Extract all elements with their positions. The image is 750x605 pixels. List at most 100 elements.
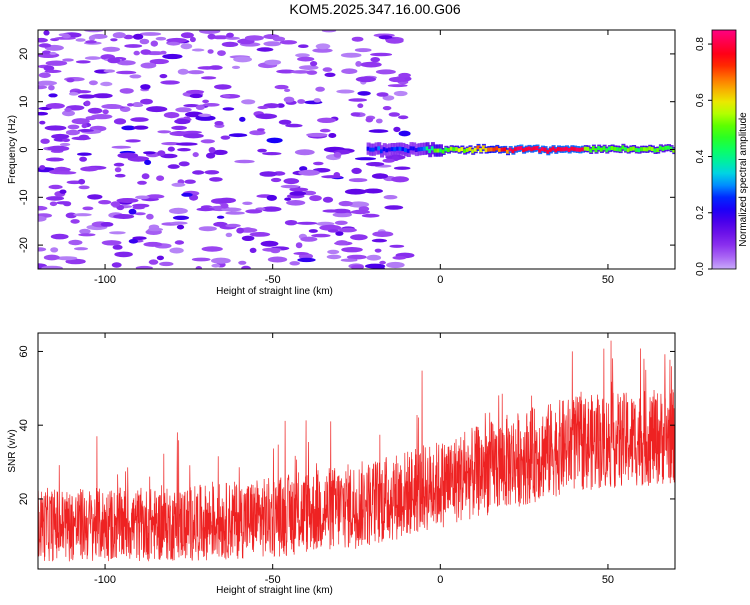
noise-blob — [317, 117, 336, 124]
carrier-segment — [498, 148, 502, 153]
noise-blob — [272, 36, 286, 42]
noise-blob — [207, 49, 214, 54]
noise-blob — [167, 164, 180, 169]
noise-blob — [321, 175, 343, 179]
colorbar-ticks: 0.0 0.2 0.4 0.6 0.8 — [695, 37, 712, 276]
noise-blob — [67, 124, 80, 130]
noise-blob — [130, 117, 149, 122]
noise-blob — [375, 69, 396, 75]
carrier-segment — [581, 147, 585, 152]
noise-blob — [77, 152, 92, 156]
noise-blob — [289, 261, 301, 266]
spectrogram-y-label: Frequency (Hz) — [7, 115, 18, 184]
noise-blob — [283, 178, 300, 185]
noise-blob — [172, 215, 190, 220]
carrier-segment — [578, 147, 582, 152]
noise-blob — [202, 99, 210, 104]
noise-blob — [123, 34, 134, 40]
noise-blob — [241, 235, 255, 241]
carrier-segment — [610, 146, 615, 150]
noise-blob — [98, 200, 112, 205]
noise-blob — [350, 234, 368, 241]
noise-blob — [335, 240, 349, 246]
x-tick-label: 50 — [602, 274, 614, 286]
noise-blob — [140, 49, 152, 55]
noise-blob — [348, 201, 370, 208]
noise-blob — [168, 207, 188, 214]
noise-blob — [260, 206, 282, 212]
noise-blob — [40, 138, 50, 144]
noise-blob — [156, 255, 164, 261]
carrier-segment — [455, 147, 459, 152]
noise-blob — [135, 195, 150, 200]
x-tick-label: -100 — [94, 274, 116, 286]
noise-blob — [286, 200, 306, 206]
noise-blob — [221, 41, 239, 48]
noise-blob — [132, 206, 145, 210]
noise-blob — [55, 171, 77, 175]
noise-blob — [335, 231, 344, 236]
noise-blob — [351, 36, 364, 42]
y-tick-label: 20 — [18, 493, 30, 505]
carrier-segment — [428, 149, 432, 153]
noise-blob — [257, 128, 265, 132]
noise-blob — [242, 201, 253, 205]
carrier-segment — [640, 147, 644, 152]
carrier-segment — [667, 145, 671, 150]
noise-blob — [44, 125, 67, 131]
noise-blob — [249, 232, 271, 237]
noise-blob — [398, 72, 411, 78]
noise-blob — [309, 195, 322, 202]
carrier-segment — [607, 146, 612, 151]
carrier-segment — [489, 147, 494, 152]
carrier-segment — [465, 148, 470, 152]
noise-blob — [312, 48, 333, 53]
noise-blob — [295, 242, 303, 249]
noise-blob — [192, 170, 205, 175]
noise-blob — [368, 129, 389, 133]
noise-blob — [49, 51, 57, 55]
noise-blob — [125, 139, 141, 143]
x-tick-label: -100 — [94, 574, 116, 586]
noise-blob — [375, 118, 383, 124]
carrier-segment — [519, 146, 523, 151]
noise-blob — [78, 185, 90, 190]
noise-blob — [44, 69, 62, 73]
noise-blob — [328, 133, 337, 138]
noise-blob — [163, 112, 180, 119]
carrier-segment — [425, 146, 430, 151]
noise-blob — [326, 254, 342, 260]
carrier-segment — [393, 147, 397, 152]
noise-blob — [92, 93, 113, 99]
noise-blob — [74, 247, 88, 251]
noise-blob — [308, 229, 318, 233]
noise-blob — [38, 111, 48, 116]
noise-blob — [117, 60, 136, 66]
carrier-segment — [567, 148, 572, 152]
spectrogram-marks — [38, 30, 675, 269]
noise-blob — [116, 198, 139, 203]
noise-blob — [38, 247, 47, 252]
noise-blob — [171, 125, 188, 130]
noise-blob — [274, 84, 289, 90]
carrier-segment — [613, 146, 617, 151]
spectrogram-y-ticks: -20 -10 0 10 20 — [18, 48, 675, 253]
noise-blob — [393, 90, 408, 97]
noise-blob — [202, 103, 220, 107]
carrier-segment — [460, 147, 464, 152]
carrier-segment — [449, 146, 454, 151]
noise-blob — [201, 76, 217, 80]
noise-blob — [140, 84, 151, 90]
carrier-segment — [473, 147, 478, 152]
noise-blob — [160, 50, 167, 55]
noise-blob — [107, 57, 121, 64]
x-tick-label: -50 — [265, 274, 281, 286]
noise-blob — [121, 125, 136, 131]
noise-blob — [340, 52, 362, 58]
noise-blob — [128, 239, 139, 244]
carrier-segment — [385, 148, 389, 153]
noise-blob — [126, 103, 134, 107]
noise-blob — [187, 70, 205, 75]
carrier-segment — [398, 146, 403, 151]
